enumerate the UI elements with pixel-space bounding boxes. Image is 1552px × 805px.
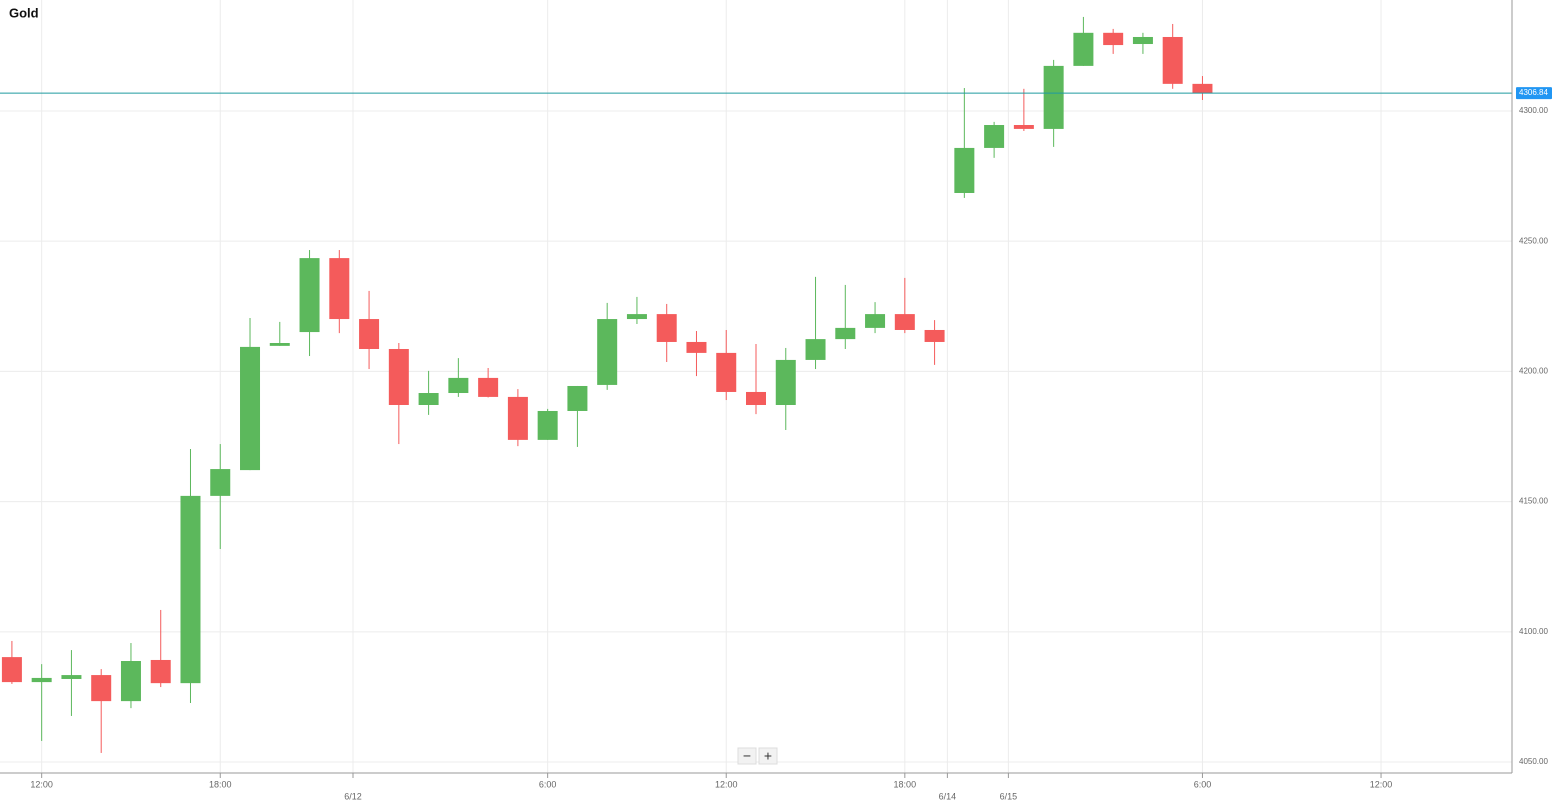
- candle-body: [894, 314, 915, 330]
- candle-body: [805, 339, 826, 360]
- candles: [0, 16, 1512, 753]
- candle-body: [865, 314, 886, 328]
- x-tick-label: 12:00: [30, 779, 53, 789]
- x-tick-label: 6:00: [1194, 779, 1212, 789]
- candle-body: [656, 314, 677, 342]
- candle-body: [686, 341, 707, 353]
- axis-labels: 4050.00 4100.00 4150.00 4200.00 4250.00 4300.…: [30, 87, 1552, 801]
- candle-body: [61, 675, 82, 679]
- candle-body: [507, 396, 528, 440]
- candle-body: [180, 495, 201, 684]
- x-tick-label: 12:00: [1370, 779, 1393, 789]
- y-tick-label: 4100.00: [1519, 627, 1548, 636]
- candle-body: [1013, 125, 1034, 129]
- candle-body: [1103, 32, 1124, 46]
- candle-body: [954, 147, 975, 193]
- x-tick-label: 6/12: [344, 791, 362, 801]
- candle-body: [31, 677, 52, 683]
- candle-body: [329, 258, 350, 320]
- x-tick-label: 18:00: [209, 779, 232, 789]
- zoom-controls: − +: [737, 747, 778, 765]
- y-tick-label: 4150.00: [1519, 497, 1548, 506]
- candle-body: [924, 329, 945, 342]
- candle-body: [716, 352, 737, 392]
- x-tick-label: 18:00: [894, 779, 917, 789]
- candle-body: [1, 657, 22, 683]
- x-tick-label: 12:00: [715, 779, 738, 789]
- x-tick-label: 6/14: [939, 791, 957, 801]
- candle-body: [448, 377, 469, 394]
- zoom-out-button[interactable]: [737, 747, 757, 765]
- y-tick-label: 4250.00: [1519, 236, 1548, 245]
- candle-body: [746, 391, 766, 405]
- y-tick-label: 4300.00: [1519, 106, 1548, 115]
- last-price-badge: [1516, 87, 1552, 100]
- candle-body: [835, 327, 856, 340]
- candle-body: [1043, 65, 1064, 129]
- candle-body: [775, 359, 796, 405]
- x-tick-label: 6:00: [539, 779, 557, 789]
- zoom-in-label[interactable]: +: [764, 748, 772, 764]
- candle-body: [120, 661, 141, 702]
- zoom-in-button[interactable]: [758, 747, 778, 765]
- y-tick-label: 4200.00: [1519, 367, 1548, 376]
- candle-body: [478, 377, 499, 397]
- candle-body: [1073, 32, 1094, 66]
- candle-body: [1162, 36, 1183, 84]
- candle-body: [418, 393, 439, 405]
- x-tick-label: 6/15: [1000, 791, 1018, 801]
- chart-title: Gold: [9, 5, 39, 20]
- y-tick-label: 4050.00: [1519, 757, 1548, 766]
- last-price-label: 4306.84: [1519, 88, 1548, 97]
- zoom-out-label[interactable]: −: [743, 748, 751, 764]
- candle-body: [210, 469, 231, 496]
- candle-body: [388, 348, 409, 405]
- candle-body: [299, 258, 320, 333]
- candle-body: [626, 314, 647, 320]
- candle-body: [1192, 83, 1213, 94]
- candle-body: [597, 319, 618, 385]
- candle-body: [984, 125, 1005, 148]
- candle-body: [150, 659, 171, 684]
- candle-body: [537, 410, 558, 440]
- candle-body: [567, 385, 588, 411]
- candle-body: [269, 343, 290, 346]
- candle-body: [359, 319, 380, 349]
- candle-body: [1132, 36, 1153, 45]
- candle-body: [240, 346, 261, 471]
- candle-body: [91, 675, 112, 702]
